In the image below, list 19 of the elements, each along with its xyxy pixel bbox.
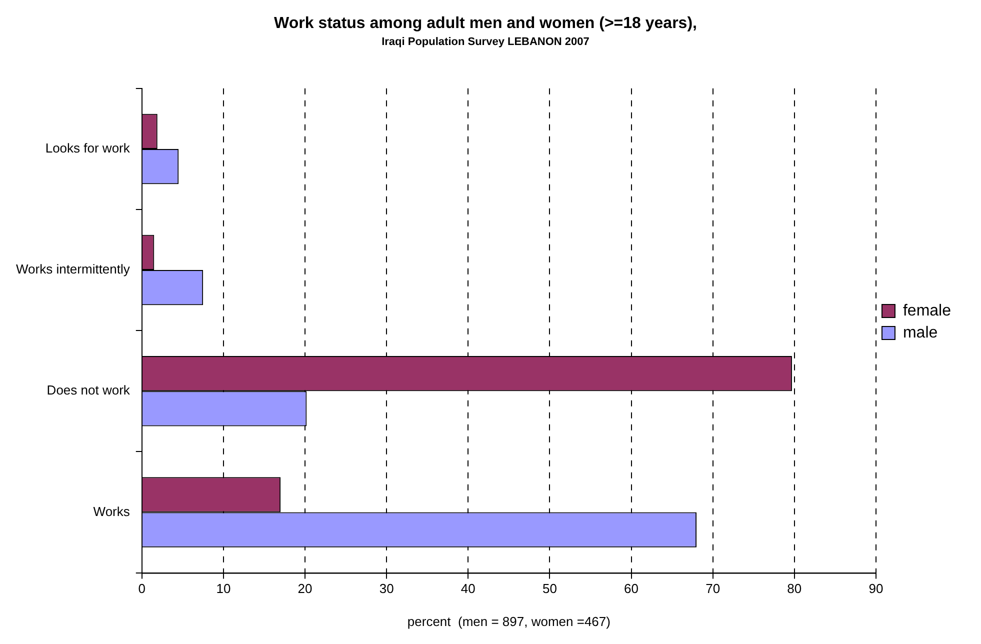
legend-label: male bbox=[902, 324, 938, 342]
x-tick-label: 50 bbox=[542, 581, 557, 596]
legend-label: female bbox=[902, 302, 952, 320]
x-tick-label: 10 bbox=[216, 581, 231, 596]
x-tick-label: 80 bbox=[787, 581, 802, 596]
y-tick-label: Looks for work bbox=[45, 140, 130, 156]
y-tick-label: Works intermittently bbox=[16, 262, 130, 277]
x-tick-label: 90 bbox=[868, 581, 884, 596]
y-tick-label: Works bbox=[93, 504, 130, 519]
x-tick-label: 40 bbox=[460, 581, 476, 596]
x-tick-label: 70 bbox=[706, 581, 720, 596]
chart-title: Work status among adult men and women (>=18 years), bbox=[274, 15, 697, 32]
x-tick-label: 0 bbox=[138, 581, 146, 596]
x-axis-title: percent (men = 897, women =467) bbox=[407, 614, 610, 629]
x-tick-label: 20 bbox=[298, 581, 312, 596]
chart-subtitle: Iraqi Population Survey LEBANON 2007 bbox=[382, 36, 590, 48]
y-tick-label: Does not work bbox=[46, 382, 130, 398]
x-tick-label: 30 bbox=[379, 581, 394, 596]
x-tick-label: 60 bbox=[624, 581, 639, 596]
